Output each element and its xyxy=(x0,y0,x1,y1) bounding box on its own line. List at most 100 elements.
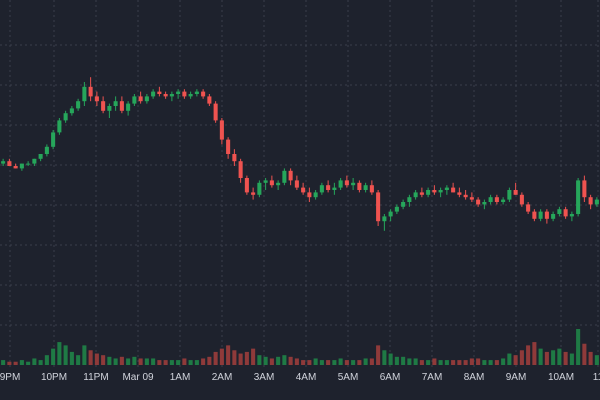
volume-bar xyxy=(176,360,181,365)
volume-bar xyxy=(169,360,174,365)
candle xyxy=(544,209,549,224)
volume-bar xyxy=(569,353,574,365)
volume-bar xyxy=(326,360,331,365)
volume-bar xyxy=(344,360,349,365)
volume-bar xyxy=(1,360,6,365)
volume-bar xyxy=(101,355,106,365)
x-tick-label: 11 xyxy=(593,372,600,383)
candle-body xyxy=(69,108,74,114)
candle xyxy=(94,91,99,106)
volume-bar xyxy=(76,355,81,365)
volume-bar xyxy=(494,360,499,365)
candle-body xyxy=(226,139,231,154)
volume-bar xyxy=(388,353,393,365)
volume-bar xyxy=(369,358,374,365)
candle xyxy=(538,209,543,222)
candle-body xyxy=(469,197,474,200)
volume-bar xyxy=(413,358,418,365)
candle-body xyxy=(494,197,499,202)
volume-bar xyxy=(207,356,212,365)
candle xyxy=(319,182,324,195)
candle-body xyxy=(557,209,562,214)
volume-bar xyxy=(538,348,543,365)
volume-bar xyxy=(457,360,462,365)
volume-bar xyxy=(188,360,193,365)
candle xyxy=(313,190,318,200)
volume-bar xyxy=(113,358,118,365)
volume-bar xyxy=(407,358,412,365)
volume-bar xyxy=(107,356,112,365)
candle-body xyxy=(426,190,431,195)
volume-bar xyxy=(219,348,224,365)
candle-body xyxy=(501,199,506,202)
grid-lines xyxy=(0,0,600,368)
volume-bar xyxy=(57,342,62,365)
candle-body xyxy=(488,197,493,202)
candle-body xyxy=(376,192,381,222)
volume-bar xyxy=(119,356,124,365)
candle-body xyxy=(151,91,156,97)
candle-body xyxy=(257,182,262,195)
volume-bar xyxy=(294,358,299,365)
candle xyxy=(501,197,506,205)
candle-body xyxy=(251,192,256,195)
candle xyxy=(207,94,212,106)
candle-body xyxy=(163,94,168,97)
candle-body xyxy=(582,180,587,198)
candle xyxy=(76,98,81,111)
x-tick-label: 10PM xyxy=(41,372,67,383)
x-tick-label: 2AM xyxy=(212,372,233,383)
volume-bar xyxy=(26,361,31,365)
volume-bar xyxy=(363,358,368,365)
candle-body xyxy=(44,146,49,154)
candle xyxy=(269,175,274,188)
candle-body xyxy=(144,96,149,102)
candle xyxy=(338,178,343,190)
volume-bar xyxy=(526,345,531,365)
candle-body xyxy=(76,101,81,109)
candle-body xyxy=(594,199,599,205)
candle-body xyxy=(113,101,118,106)
candle-body xyxy=(276,182,281,186)
candle-body xyxy=(119,101,124,111)
candle-body xyxy=(38,154,43,159)
volume-bar xyxy=(232,350,237,365)
candle xyxy=(101,96,106,114)
candle-body xyxy=(394,206,399,212)
volume-bar xyxy=(144,358,149,365)
candle xyxy=(401,199,406,210)
x-tick-label: Mar 09 xyxy=(122,372,154,383)
volume-bar xyxy=(194,360,199,365)
volume-bar xyxy=(563,351,568,365)
candle xyxy=(276,180,281,190)
candle-body xyxy=(32,158,37,164)
volume-bar xyxy=(88,350,93,365)
volume-bar xyxy=(576,329,581,365)
candle-body xyxy=(269,180,274,186)
volume-bar xyxy=(7,361,12,365)
candle-body xyxy=(201,91,206,97)
candle xyxy=(113,96,118,111)
candle xyxy=(376,190,381,226)
candle xyxy=(169,91,174,102)
candle xyxy=(388,209,393,222)
candle-body xyxy=(94,96,99,102)
candle-body xyxy=(576,180,581,214)
candle-body xyxy=(26,163,31,165)
volume-bar xyxy=(126,358,131,365)
candle xyxy=(201,89,206,99)
candle xyxy=(138,91,143,104)
candle xyxy=(257,180,262,198)
candle-body xyxy=(1,161,6,164)
candle-body xyxy=(482,202,487,205)
x-tick-label: 9AM xyxy=(506,372,527,383)
candle xyxy=(594,197,599,207)
candle xyxy=(526,202,531,214)
volume-bar xyxy=(69,351,74,365)
volume-bar xyxy=(238,353,243,365)
candle xyxy=(244,175,249,195)
volume-bar xyxy=(476,358,481,365)
candle-body xyxy=(526,204,531,212)
volume-bar xyxy=(63,345,68,365)
